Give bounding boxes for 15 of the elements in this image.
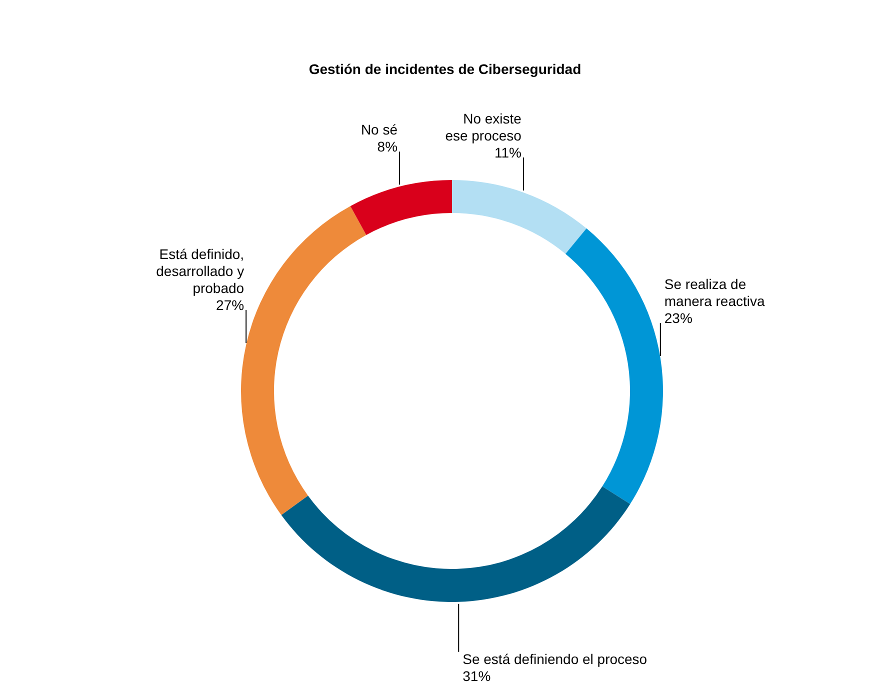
data-label: 31%: [462, 668, 491, 684]
slice-label: No sé: [360, 122, 398, 138]
donut-slice: [281, 486, 630, 602]
data-label: 27%: [216, 296, 244, 313]
chart-title: Gestión de incidentes de Ciberseguridad: [308, 61, 582, 77]
slice-label: Está definido, desarrollado y probado: [156, 246, 244, 296]
data-label: 23%: [664, 310, 692, 326]
slice-label: Se realiza de manera reactiva: [664, 276, 765, 309]
donut-slice: [452, 180, 586, 254]
slice-label: Se está definiendo el proceso: [462, 650, 648, 667]
donut-slice: [350, 180, 452, 236]
data-label: 11%: [494, 144, 522, 160]
donut-slice: [565, 228, 663, 504]
data-label: 8%: [377, 138, 398, 155]
slice-label: No existe ese proceso: [445, 110, 522, 144]
